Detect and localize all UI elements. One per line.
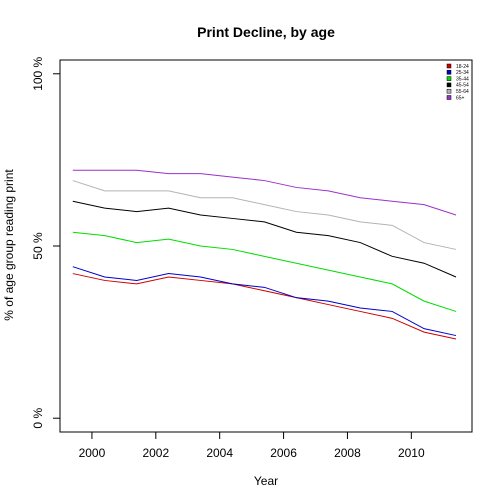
legend-swatch-18-24 bbox=[446, 63, 452, 69]
y-tick-label-50: 50 % bbox=[31, 232, 45, 260]
x-axis: 2000 2002 2004 2006 2008 2010 bbox=[79, 432, 425, 460]
series-lines bbox=[72, 169, 457, 340]
series-line-25-34 bbox=[72, 266, 457, 337]
series-line-18-24 bbox=[72, 273, 457, 340]
x-tick-label-2000: 2000 bbox=[79, 446, 106, 460]
y-tick-label-0: 0 % bbox=[31, 408, 45, 429]
x-axis-label: Year bbox=[254, 474, 278, 488]
legend-swatch-35-44 bbox=[446, 76, 452, 81]
legend-swatch-55-64 bbox=[446, 88, 452, 94]
legend-swatch-45-54 bbox=[446, 82, 452, 88]
chart-title: Print Decline, by age bbox=[197, 24, 335, 40]
y-tick-label-100: 100 % bbox=[31, 56, 45, 90]
x-tick-label-2010: 2010 bbox=[398, 446, 425, 460]
x-tick-label-2008: 2008 bbox=[334, 446, 361, 460]
legend-label-65+: 65+ bbox=[456, 95, 465, 101]
x-tick-label-2004: 2004 bbox=[206, 446, 233, 460]
series-line-55-64 bbox=[72, 180, 457, 250]
series-line-35-44 bbox=[72, 231, 457, 312]
legend-label-35-44: 35-44 bbox=[456, 76, 469, 82]
series-line-45-54 bbox=[72, 200, 457, 278]
legend-label-18-24: 18-24 bbox=[456, 64, 469, 70]
y-axis-label: % of age group reading print bbox=[2, 169, 16, 321]
legend-label-55-64: 55-64 bbox=[456, 89, 469, 95]
x-tick-label-2002: 2002 bbox=[142, 446, 169, 460]
legend-label-45-54: 45-54 bbox=[456, 83, 469, 89]
plot-frame bbox=[59, 59, 473, 433]
x-tick-label-2006: 2006 bbox=[270, 446, 297, 460]
legend-label-25-34: 25-34 bbox=[456, 70, 469, 76]
series-line-65+ bbox=[72, 169, 457, 216]
legend-swatch-65+ bbox=[446, 95, 452, 100]
legend-swatch-25-34 bbox=[446, 70, 452, 75]
y-axis: 0 % 50 % 100 % bbox=[31, 56, 60, 429]
